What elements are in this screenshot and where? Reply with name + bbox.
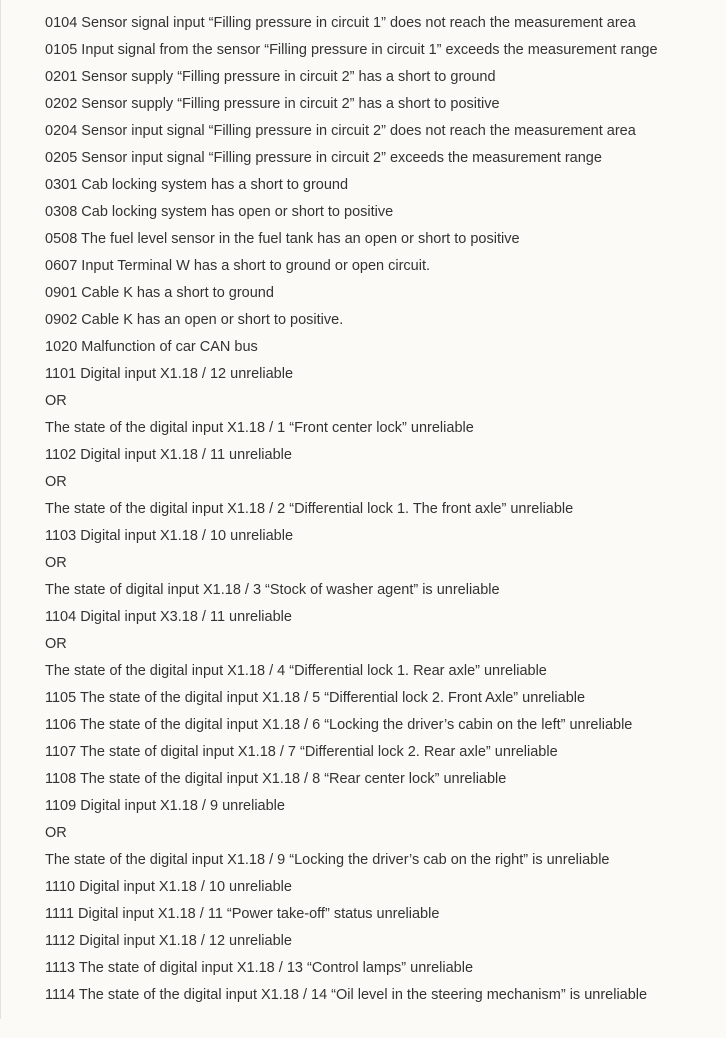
fault-line: 1107 The state of digital input X1.18 / … [45,739,702,766]
fault-line: OR [45,469,702,496]
fault-line: The state of the digital input X1.18 / 4… [45,658,702,685]
fault-line: 0104 Sensor signal input “Filling pressu… [45,10,702,37]
fault-line: 1102 Digital input X1.18 / 11 unreliable [45,442,702,469]
fault-line: OR [45,631,702,658]
fault-line: 1111 Digital input X1.18 / 11 “Power tak… [45,901,702,928]
fault-line: 0301 Cab locking system has a short to g… [45,172,702,199]
fault-line: 0201 Sensor supply “Filling pressure in … [45,64,702,91]
fault-line: 1106 The state of the digital input X1.1… [45,712,702,739]
fault-line: 0902 Cable K has an open or short to pos… [45,307,702,334]
fault-line: 1020 Malfunction of car CAN bus [45,334,702,361]
fault-line: 1112 Digital input X1.18 / 12 unreliable [45,928,702,955]
fault-line: The state of the digital input X1.18 / 9… [45,847,702,874]
fault-line: 0202 Sensor supply “Filling pressure in … [45,91,702,118]
fault-line: 1101 Digital input X1.18 / 12 unreliable [45,361,702,388]
fault-line: 0204 Sensor input signal “Filling pressu… [45,118,702,145]
fault-line: 1109 Digital input X1.18 / 9 unreliable [45,793,702,820]
fault-line: The state of digital input X1.18 / 3 “St… [45,577,702,604]
fault-line: 1114 The state of the digital input X1.1… [45,982,702,1009]
fault-line: 0205 Sensor input signal “Filling pressu… [45,145,702,172]
fault-line: 0508 The fuel level sensor in the fuel t… [45,226,702,253]
fault-line: 0607 Input Terminal W has a short to gro… [45,253,702,280]
fault-line: 1110 Digital input X1.18 / 10 unreliable [45,874,702,901]
fault-code-list: 0104 Sensor signal input “Filling pressu… [0,0,726,1019]
fault-line: OR [45,550,702,577]
fault-line: 0308 Cab locking system has open or shor… [45,199,702,226]
fault-line: OR [45,820,702,847]
fault-line: 1113 The state of digital input X1.18 / … [45,955,702,982]
fault-line: The state of the digital input X1.18 / 2… [45,496,702,523]
fault-line: 0901 Cable K has a short to ground [45,280,702,307]
fault-line: 1103 Digital input X1.18 / 10 unreliable [45,523,702,550]
fault-line: 1108 The state of the digital input X1.1… [45,766,702,793]
fault-line: 1105 The state of the digital input X1.1… [45,685,702,712]
fault-line: 1104 Digital input X3.18 / 11 unreliable [45,604,702,631]
fault-line: The state of the digital input X1.18 / 1… [45,415,702,442]
fault-line: 0105 Input signal from the sensor “Filli… [45,37,702,64]
fault-line: OR [45,388,702,415]
